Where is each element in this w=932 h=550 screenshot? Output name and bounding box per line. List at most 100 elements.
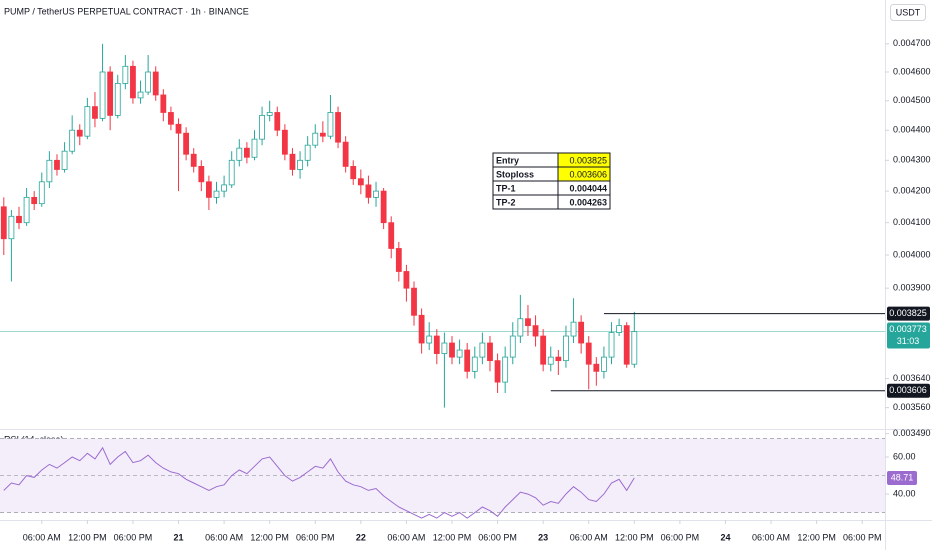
currency-button[interactable] <box>890 4 926 21</box>
y-tick-label: 0.004500 <box>893 95 931 105</box>
candle-body <box>160 94 167 113</box>
candle-body <box>471 356 478 372</box>
candle-body <box>0 206 7 240</box>
table-value: 0.003606 <box>569 169 607 179</box>
x-tick-label: 06:00 AM <box>752 532 790 542</box>
x-tick-label: 06:00 PM <box>843 532 882 542</box>
candle-body <box>266 112 273 116</box>
candle-body <box>54 159 60 170</box>
candle-body <box>289 153 296 170</box>
level-price-box <box>887 306 930 321</box>
candle-body <box>418 314 425 344</box>
y-tick-label: 0.004200 <box>893 185 931 195</box>
candle-body <box>502 356 509 383</box>
candle-body <box>319 132 326 137</box>
countdown-label: 31:03 <box>897 336 920 346</box>
candle-body <box>281 129 288 155</box>
candle-body <box>449 342 455 358</box>
candle-body <box>304 144 311 161</box>
x-tick-label: 06:00 AM <box>23 532 61 542</box>
candle-body <box>547 356 554 365</box>
x-tick-label: 06:00 PM <box>661 532 700 542</box>
candle-body <box>563 335 569 362</box>
candle-body <box>570 321 577 337</box>
candle-body <box>221 184 227 192</box>
x-tick-label: 12:00 PM <box>797 532 836 542</box>
candle-body <box>274 112 281 131</box>
candle-body <box>517 318 524 337</box>
x-tick-label: 24 <box>720 532 730 542</box>
candle-body <box>130 65 136 99</box>
y-tick-label: 0.003900 <box>893 283 931 293</box>
candle-body <box>357 178 364 186</box>
candle-body <box>350 166 357 180</box>
currency-label[interactable]: USDT <box>896 7 921 17</box>
candle-body <box>525 318 531 327</box>
candle-body <box>107 71 114 116</box>
y-tick-label: 0.004000 <box>893 249 931 259</box>
table-value: 0.004263 <box>569 197 607 207</box>
chart-title: PUMP / TetherUS PERPETUAL CONTRACT · 1h … <box>4 6 249 16</box>
candle-body <box>122 65 129 84</box>
y-tick-label: 0.004600 <box>893 66 931 76</box>
candle-body <box>585 342 592 365</box>
last-price-label: 0.003773 <box>889 324 927 334</box>
y-tick-label: 0.004100 <box>893 217 931 227</box>
candle-body <box>228 159 235 186</box>
candle-body <box>335 112 341 143</box>
candle-body <box>342 141 349 167</box>
table-label: TP-1 <box>496 183 516 193</box>
candle-body <box>152 71 159 96</box>
x-tick-label: 06:00 PM <box>114 532 153 542</box>
candle-body <box>213 190 220 198</box>
x-tick-label: 23 <box>538 532 548 542</box>
candle-body <box>31 196 38 205</box>
candle-body <box>601 356 607 372</box>
candle-body <box>183 132 190 155</box>
candle-body <box>623 325 630 365</box>
candle-body <box>479 342 486 358</box>
candle-body <box>395 248 402 272</box>
candle-body <box>456 349 463 358</box>
candle-body <box>388 222 395 249</box>
candle-body <box>441 342 448 354</box>
candle-body <box>555 356 562 362</box>
candle-body <box>380 190 387 224</box>
candle-body <box>243 147 250 158</box>
rsi-y-tick-label: 40.00 <box>893 488 916 498</box>
last-price-box <box>887 322 930 349</box>
candle-body <box>312 132 319 146</box>
candle-body <box>616 325 623 333</box>
table-label: Stoploss <box>496 169 534 179</box>
y-tick-label: 0.003560 <box>893 402 931 412</box>
candle-body <box>61 150 68 170</box>
x-tick-label: 12:00 PM <box>433 532 472 542</box>
table-cell <box>557 194 611 210</box>
x-tick-label: 12:00 PM <box>615 532 654 542</box>
candle-body <box>411 287 417 316</box>
rsi-value-label: 48.71 <box>891 472 914 482</box>
table-value: 0.003825 <box>569 155 607 165</box>
candle-body <box>236 147 243 161</box>
candle-body <box>16 215 22 224</box>
candle-body <box>608 332 615 358</box>
candle-body <box>509 335 516 358</box>
x-tick-label: 06:00 PM <box>478 532 517 542</box>
candle-body <box>540 335 547 365</box>
candle-body <box>206 181 212 198</box>
x-tick-label: 06:00 AM <box>570 532 608 542</box>
candle-body <box>327 112 334 137</box>
x-tick-label: 06:00 AM <box>205 532 243 542</box>
table-label: Entry <box>496 155 519 165</box>
y-tick-label: 0.004700 <box>893 38 931 48</box>
candle-body <box>403 271 410 289</box>
candle-body <box>38 181 45 205</box>
candle-body <box>297 159 303 170</box>
candle-body <box>137 91 144 99</box>
candle-body <box>578 321 585 344</box>
x-tick-label: 21 <box>174 532 184 542</box>
level-price-label: 0.003606 <box>889 385 927 395</box>
candle-body <box>190 153 197 167</box>
table-value: 0.004044 <box>569 183 607 193</box>
